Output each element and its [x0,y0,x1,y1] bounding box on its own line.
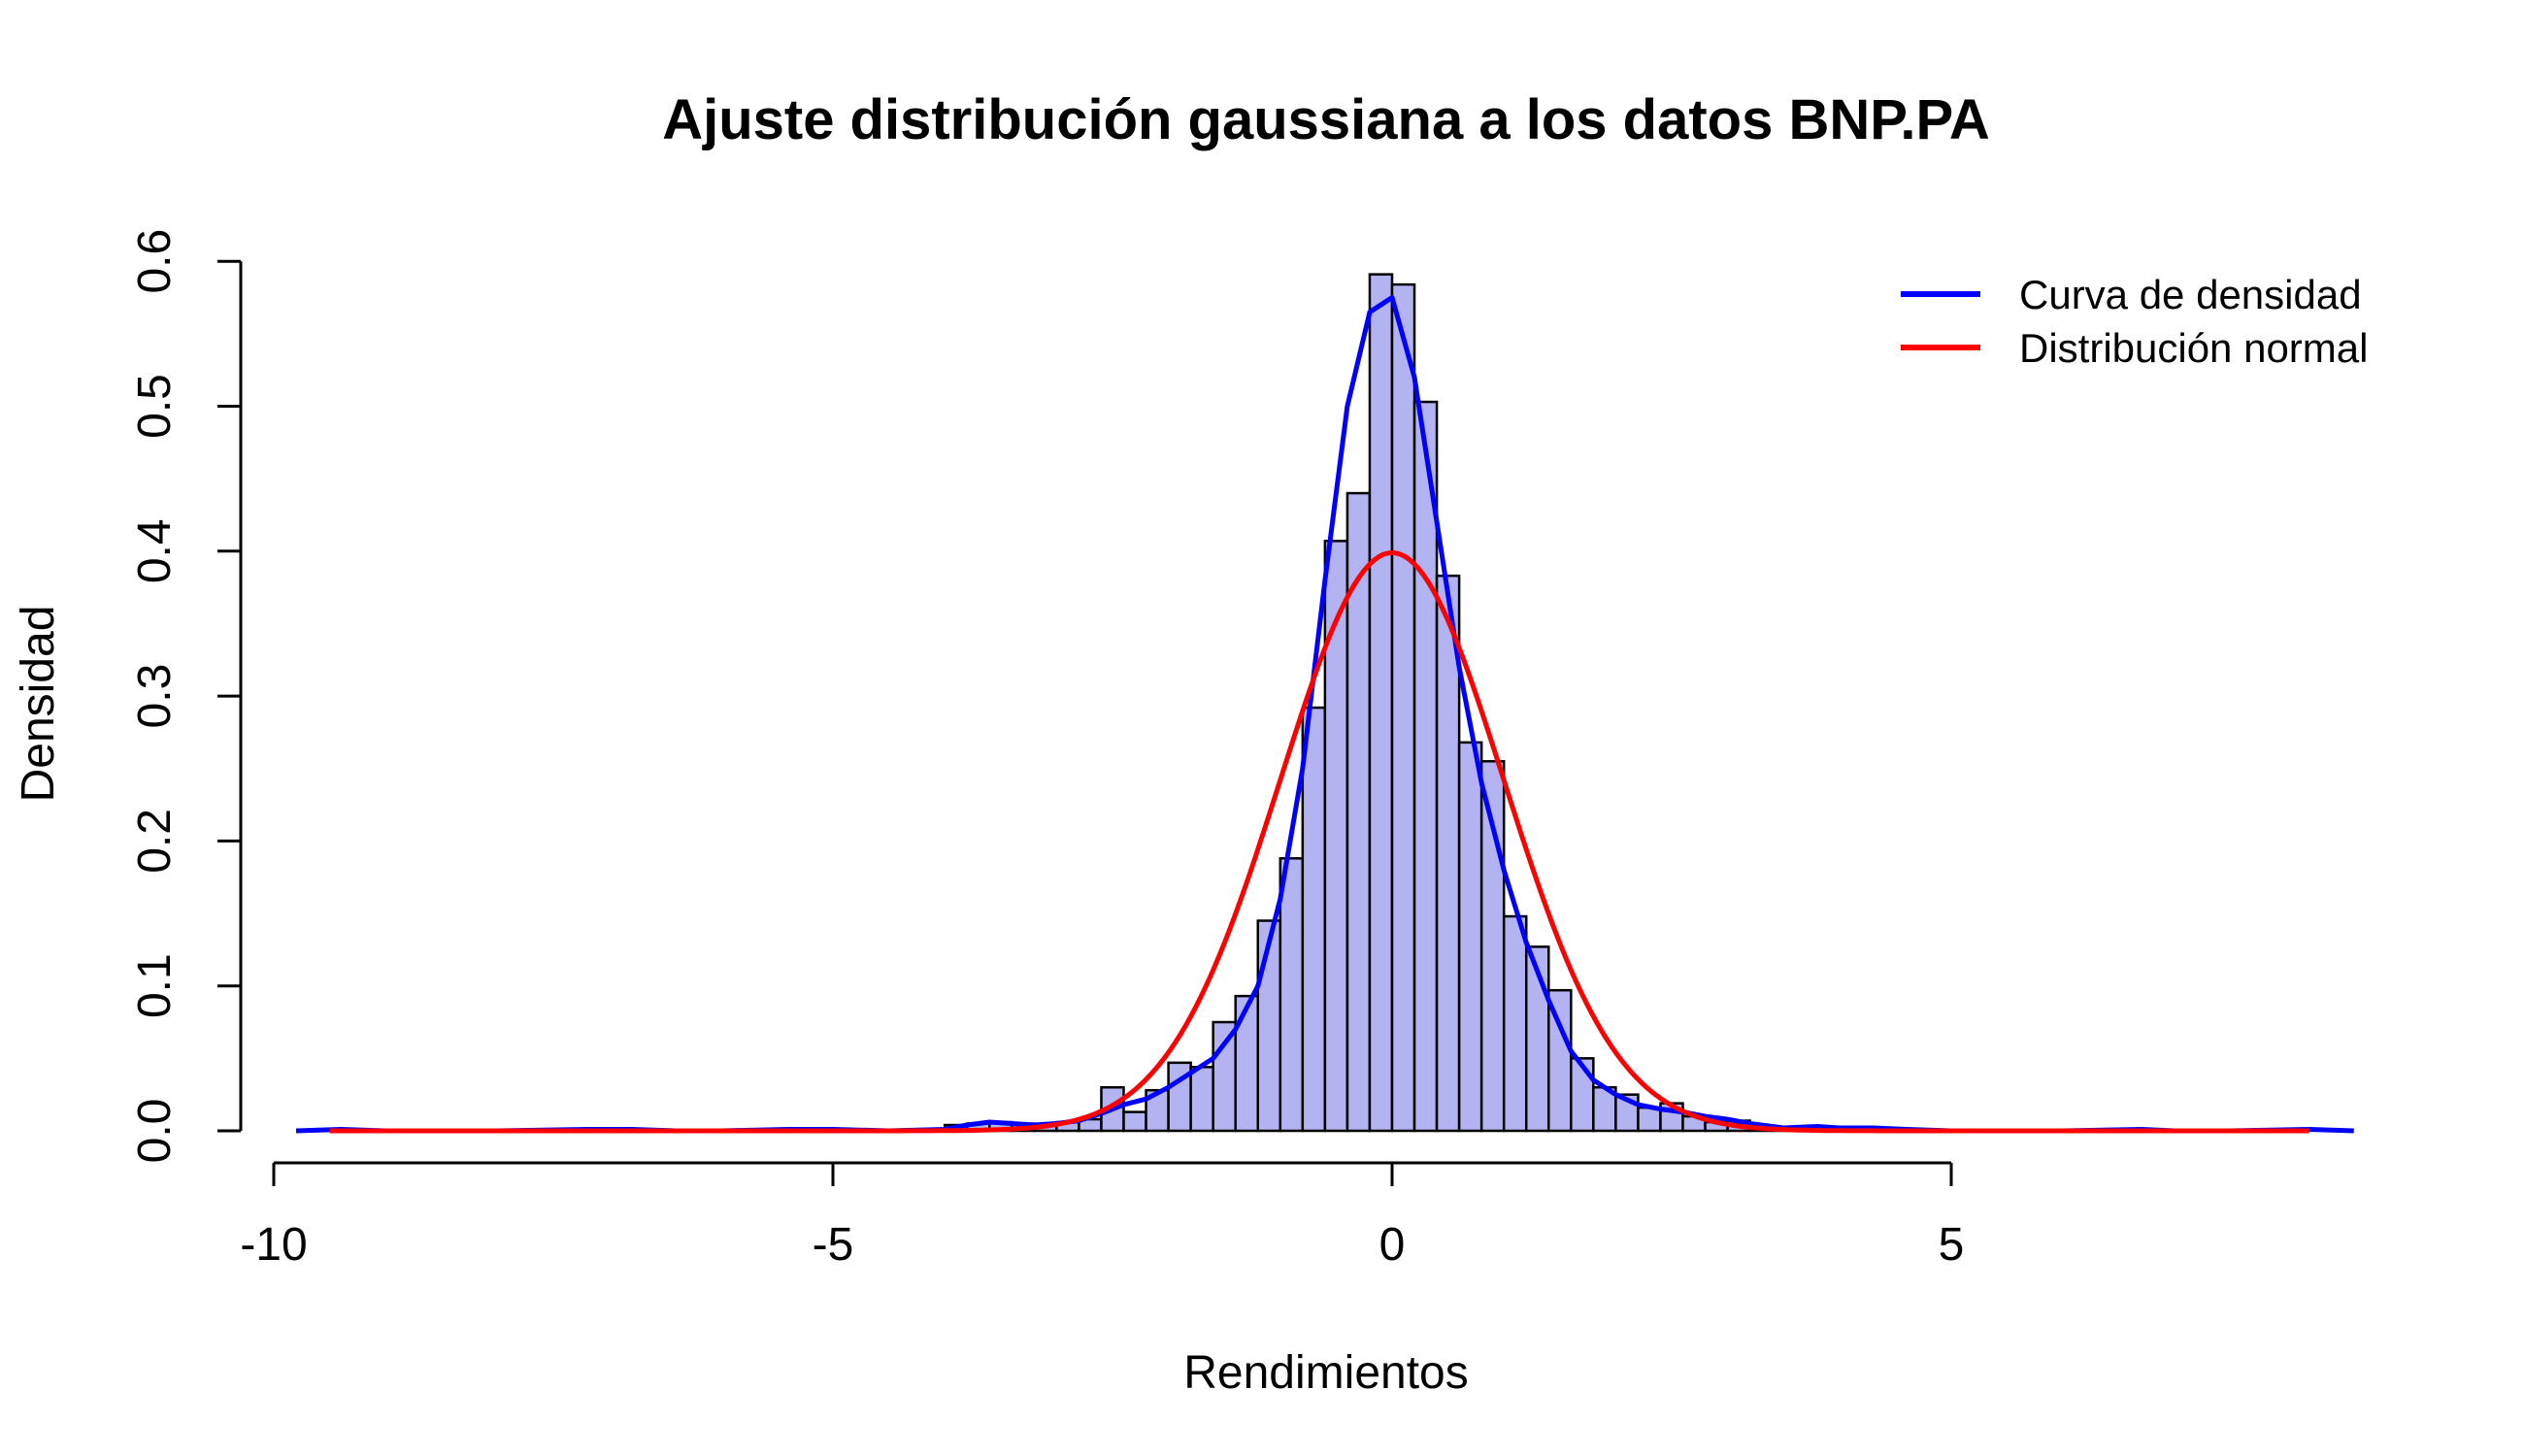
histogram-bar [1457,741,1483,1133]
chart-title: Ajuste distribución gaussiana a los dato… [662,88,1990,151]
y-tick-label: 0.0 [129,1099,181,1164]
y-tick-label: 0.2 [129,809,181,874]
histogram-bar [1212,1020,1237,1133]
y-tick-label: 0.4 [129,518,181,583]
x-tick-label: -10 [240,1219,307,1271]
x-tick-label: 5 [1939,1219,1965,1271]
chart-series-lines [295,295,2354,1134]
legend: Curva de densidad Distribución normal [1901,272,2368,371]
histogram-bar [1122,1110,1147,1133]
legend-label-normal: Distribución normal [2019,325,2368,371]
y-tick-label: 0.1 [129,953,181,1018]
histogram-bars [943,273,1796,1133]
y-tick-label: 0.6 [129,229,181,294]
y-axis-label: Densidad [13,606,64,803]
histogram-bar [1502,914,1528,1133]
histogram-bar [1234,994,1260,1133]
histogram-bar [1189,1066,1214,1133]
legend-label-density: Curva de densidad [2019,272,2362,317]
x-axis-label: Rendimientos [1183,1347,1468,1399]
y-tick-label: 0.3 [129,664,181,729]
histogram-bar [1637,1106,1662,1133]
histogram-bar [1279,857,1305,1133]
histogram-bar [1301,706,1327,1133]
histogram-bar [1368,273,1394,1133]
y-axis: 0.0 0.1 0.2 0.3 0.4 0.5 0.6 [129,229,243,1164]
histogram-bar [1323,540,1349,1133]
x-tick-label: -5 [813,1219,854,1271]
x-axis: -10 -5 0 5 [240,1161,1965,1271]
x-tick-label: 0 [1379,1219,1406,1271]
histogram-bar [1390,282,1416,1133]
normal-distribution-line [329,549,2309,1134]
y-tick-label: 0.5 [129,374,181,439]
